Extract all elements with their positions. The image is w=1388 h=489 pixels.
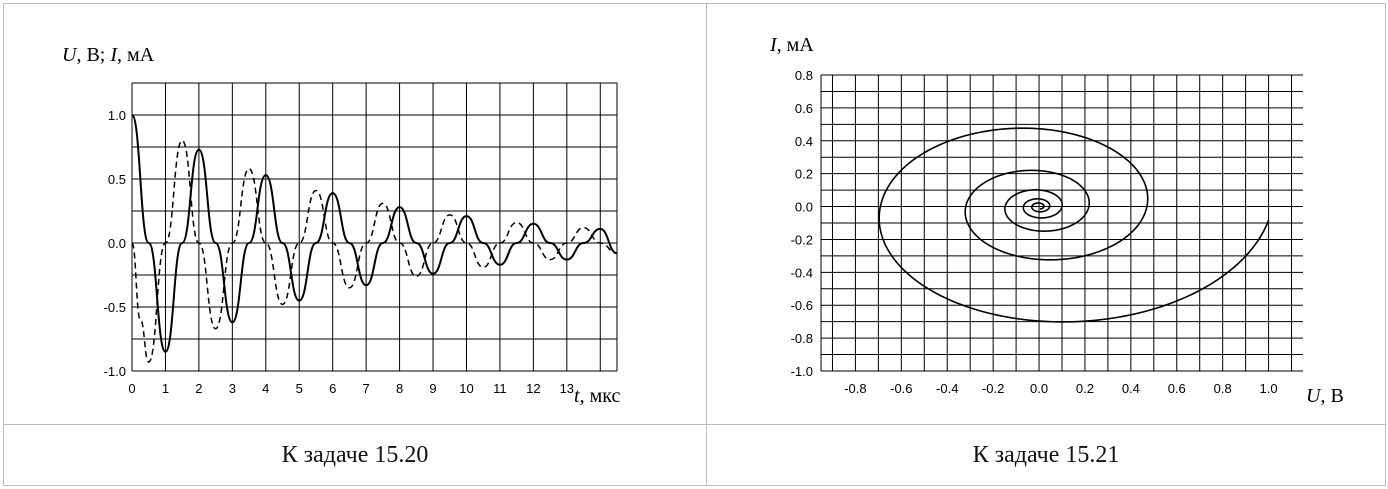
y-tick-label: 1.0 bbox=[108, 108, 126, 123]
y-tick-label: -1.0 bbox=[104, 364, 126, 379]
y-tick-label: 0.0 bbox=[108, 236, 126, 251]
series-solid-line bbox=[131, 114, 618, 353]
y-tick-label: -0.8 bbox=[791, 331, 813, 346]
series-spiral-line bbox=[878, 127, 1270, 323]
table-frame bbox=[3, 3, 1386, 486]
y-tick-label: -0.2 bbox=[791, 232, 813, 247]
x-tick-label: 8 bbox=[396, 381, 403, 396]
x-tick-label: -0.4 bbox=[936, 381, 958, 396]
y-tick-label: -0.5 bbox=[104, 300, 126, 315]
x-tick-label: 12 bbox=[526, 381, 540, 396]
y-tick-label: 0.8 bbox=[795, 68, 813, 83]
x-tick-label: 7 bbox=[363, 381, 370, 396]
chart-phase-portrait: -0.8 -0.6 -0.4 -0.2 0.0 0.2 0.4 0.6 0.8 1.0 0.8 0.6… bbox=[769, 34, 1344, 407]
x-tick-label: 10 bbox=[459, 381, 473, 396]
y-axis-label: I, мА bbox=[769, 34, 814, 56]
x-tick-label: 13 bbox=[560, 381, 574, 396]
x-tick-label: 0.6 bbox=[1168, 381, 1186, 396]
x-tick-label: 0 bbox=[128, 381, 135, 396]
x-tick-label: -0.8 bbox=[844, 381, 866, 396]
y-tick-label: 0.4 bbox=[795, 134, 813, 149]
y-tick-label: 0.5 bbox=[108, 172, 126, 187]
x-tick-label: 6 bbox=[329, 381, 336, 396]
x-axis-label: t, мкс bbox=[574, 385, 620, 407]
table-divider-horizontal bbox=[3, 424, 1386, 425]
chart-oscillations: 0 1 2 3 4 5 6 7 8 9 10 11 12 131.00.50.0-0.5-1.0U, В;… bbox=[62, 44, 620, 407]
x-tick-label: 4 bbox=[262, 381, 269, 396]
y-tick-label: 0.6 bbox=[795, 101, 813, 116]
caption-left: К задаче 15.20 bbox=[281, 442, 429, 468]
series-dashed-line bbox=[131, 139, 618, 363]
caption-right: К задаче 15.21 bbox=[972, 442, 1120, 468]
x-tick-label: -0.2 bbox=[982, 381, 1004, 396]
x-tick-label: 11 bbox=[493, 381, 507, 396]
x-tick-label: 0.2 bbox=[1076, 381, 1094, 396]
x-tick-label: 5 bbox=[296, 381, 303, 396]
chart-cell-left: 0 1 2 3 4 5 6 7 8 9 10 11 12 13 1.0 0.5 0.0 -0.5 -1.0 U, В;… bbox=[4, 4, 706, 424]
table-divider-vertical bbox=[706, 3, 707, 486]
y-tick-label: -0.6 bbox=[791, 298, 813, 313]
y-tick-label: -1.0 bbox=[791, 364, 813, 379]
y-tick-label: 0.0 bbox=[795, 200, 813, 215]
x-tick-label: 3 bbox=[229, 381, 236, 396]
x-tick-label: 1 bbox=[162, 381, 169, 396]
x-tick-label: 2 bbox=[195, 381, 202, 396]
x-tick-label: 9 bbox=[429, 381, 436, 396]
y-tick-label: -0.4 bbox=[791, 265, 813, 280]
x-axis-label: U, В bbox=[1306, 385, 1344, 407]
x-tick-label: 0.0 bbox=[1030, 381, 1048, 396]
y-tick-label: 0.2 bbox=[795, 167, 813, 182]
x-tick-label: 1.0 bbox=[1260, 381, 1278, 396]
y-axis-label: U, В; I, мА bbox=[62, 44, 155, 66]
x-tick-label: -0.6 bbox=[890, 381, 912, 396]
x-tick-label: 0.8 bbox=[1214, 381, 1232, 396]
x-tick-label: 0.4 bbox=[1122, 381, 1140, 396]
chart-cell-right: -0.8 -0.6 -0.4 -0.2 0.0 0.2 0.4 0.6 0.8 1.0 0.8 0.6… bbox=[707, 4, 1385, 424]
